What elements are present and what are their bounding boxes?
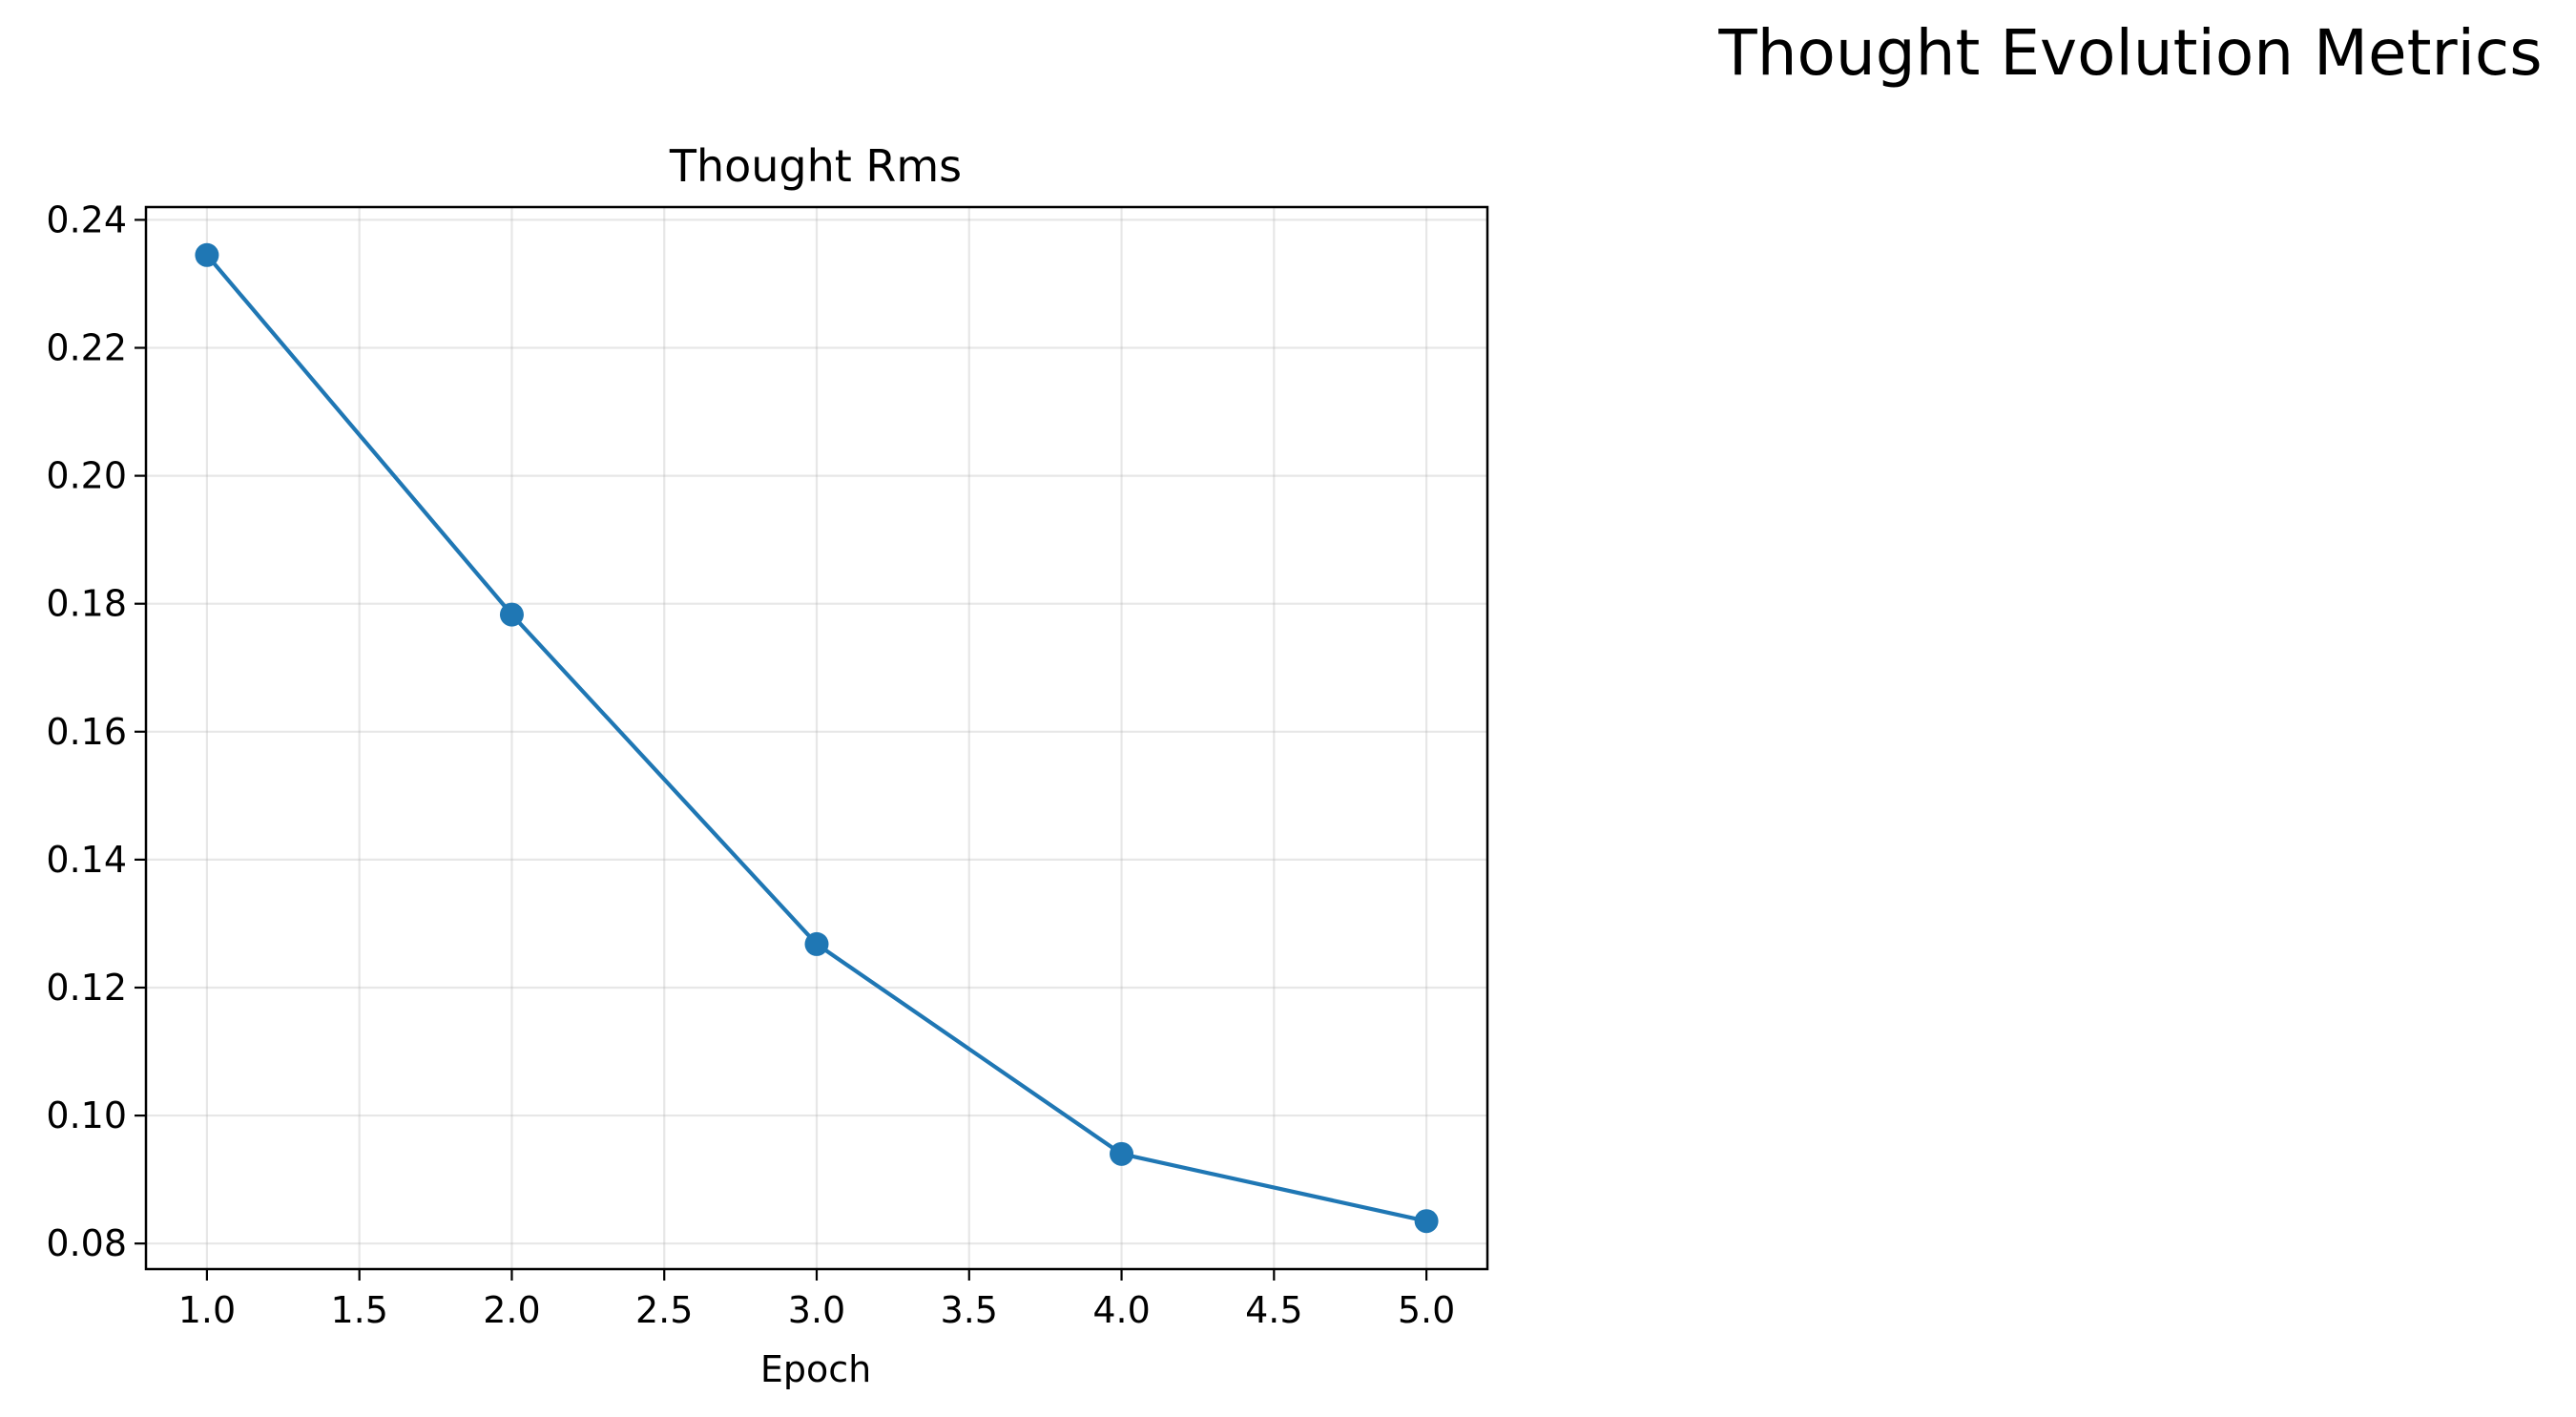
x-tick-label: 5.0: [1398, 1289, 1455, 1331]
x-tick-label: 4.5: [1245, 1289, 1302, 1331]
y-tick-label: 0.20: [46, 455, 127, 497]
axes-title: Thought Rms: [669, 140, 962, 192]
grid: [146, 207, 1487, 1269]
data-point: [1414, 1209, 1439, 1234]
y-tick-label: 0.10: [46, 1094, 127, 1136]
y-tick-label: 0.22: [46, 327, 127, 369]
y-tick-label: 0.08: [46, 1222, 127, 1264]
x-tick-label: 1.5: [330, 1289, 387, 1331]
y-tick-label: 0.12: [46, 967, 127, 1009]
data-point: [499, 602, 524, 627]
x-tick-label: 2.5: [635, 1289, 693, 1331]
x-tick-label: 1.0: [178, 1289, 236, 1331]
y-tick-label: 0.14: [46, 839, 127, 881]
y-tick-label: 0.24: [46, 198, 127, 240]
axes-thought-rms: Thought Rms 1.0 1.5 2.0 2.5 3.0 3.5 4.0 4.5 5.0 …: [46, 140, 1489, 1390]
series-layer: [195, 242, 1439, 1234]
x-axis-label: Epoch: [760, 1348, 871, 1390]
y-axis-ticks: 0.08 0.10 0.12 0.14 0.16 0.18 0.20 0.22 0.24: [46, 198, 146, 1264]
x-tick-label: 2.0: [483, 1289, 540, 1331]
data-point: [195, 242, 219, 267]
x-tick-label: 3.0: [788, 1289, 845, 1331]
y-tick-label: 0.16: [46, 711, 127, 753]
data-point: [1110, 1141, 1134, 1166]
y-tick-label: 0.18: [46, 583, 127, 625]
x-axis-ticks: 1.0 1.5 2.0 2.5 3.0 3.5 4.0 4.5 5.0: [178, 1269, 1455, 1331]
x-tick-label: 4.0: [1092, 1289, 1150, 1331]
data-point: [804, 931, 829, 956]
figure-suptitle: Thought Evolution Metrics: [1717, 16, 2542, 90]
x-tick-label: 3.5: [941, 1289, 998, 1331]
